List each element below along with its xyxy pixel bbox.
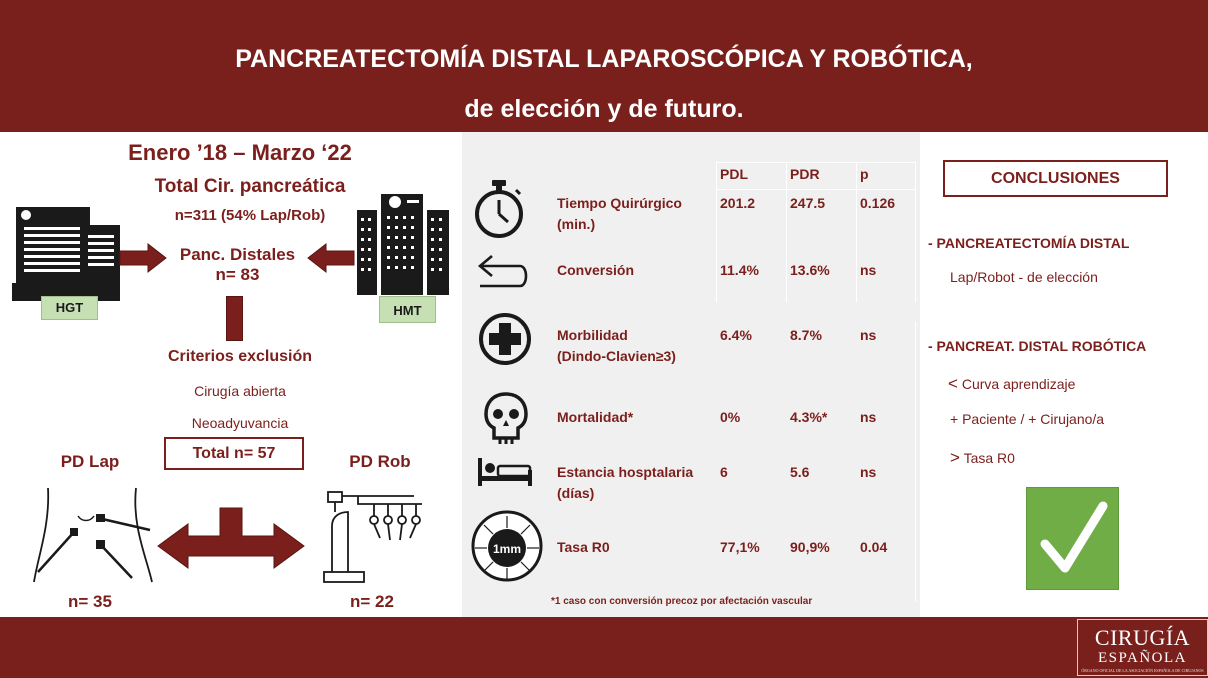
- cell-p: ns: [860, 262, 877, 278]
- table-gridline: [856, 162, 857, 302]
- cell-p: 0.04: [860, 539, 888, 555]
- stopwatch-icon: [475, 180, 523, 238]
- hospital-label-hmt: HMT: [379, 296, 436, 323]
- cell-pdl: 0%: [720, 409, 741, 425]
- medical-cross-icon: [479, 313, 531, 365]
- margin-1mm-icon: 1mm: [471, 510, 543, 582]
- exclusion-title: Criterios exclusión: [167, 348, 313, 365]
- skull-icon: [484, 392, 528, 444]
- col-header-pdl: PDL: [720, 166, 748, 182]
- final-total-box: Total n= 57: [164, 437, 304, 470]
- cell-pdr: 90,9%: [790, 539, 830, 555]
- cell-pdr: 5.6: [790, 464, 810, 480]
- row-label-r0: Tasa R0: [557, 539, 610, 555]
- conclusion-item: + Paciente / + Cirujano/a: [950, 411, 1105, 427]
- header-banner: PANCREATECTOMÍA DISTAL LAPAROSCÓPICA Y R…: [0, 0, 1208, 132]
- cell-p: ns: [860, 409, 877, 425]
- row-label-mortality: Mortalidad*: [557, 409, 634, 425]
- row-label-operative-time: Tiempo Quirúrgico (min.): [557, 195, 682, 232]
- cell-p: 0.126: [860, 195, 896, 211]
- row-label-morbidity: Morbilidad (Dindo-Clavien≥3): [557, 327, 676, 364]
- cell-pdl: 6.4%: [720, 327, 752, 343]
- journal-logo: CIRUGÍA ESPAÑOLA ÓRGANO OFICIAL DE LA AS…: [1077, 619, 1208, 676]
- title-line-1: PANCREATECTOMÍA DISTAL LAPAROSCÓPICA Y R…: [235, 45, 973, 73]
- table-gridline: [716, 162, 717, 302]
- title-line-2: de elección y de futuro.: [464, 95, 744, 123]
- lap-n: n= 35: [68, 592, 112, 611]
- checkmark-icon: [1040, 501, 1108, 573]
- row-label-conversion: Conversión: [557, 262, 635, 278]
- footer-bar: [0, 617, 1208, 678]
- cell-p: ns: [860, 464, 877, 480]
- col-header-pdr: PDR: [790, 166, 820, 182]
- hospital-label-hgt: HGT: [41, 296, 98, 320]
- footnote: *1 caso con conversión precoz por afecta…: [551, 596, 813, 607]
- hospital-building-icon: [12, 207, 120, 301]
- cell-pdr: 8.7%: [790, 327, 822, 343]
- cell-pdr: 247.5: [790, 195, 826, 211]
- exclusion-item: Cirugía abierta: [194, 383, 286, 399]
- table-gridline: [915, 322, 916, 602]
- hospital-building-icon: [357, 194, 449, 295]
- laparoscopy-illustration-icon: [33, 487, 153, 583]
- col-header-p: p: [860, 166, 869, 182]
- table-gridline: [716, 162, 916, 163]
- double-arrow-icon: [157, 507, 305, 569]
- total-surgery-label: Total Cir. pancreática: [154, 176, 346, 197]
- arrow-right-icon: [119, 242, 167, 274]
- lap-label: PD Lap: [60, 452, 120, 471]
- cell-pdl: 6: [720, 464, 728, 480]
- conclusions-title: CONCLUSIONES: [943, 160, 1168, 197]
- conclusion-item: > Tasa R0: [950, 448, 1015, 467]
- total-surgery-value: n=311 (54% Lap/Rob): [174, 207, 326, 224]
- study-period: Enero ’18 – Marzo ‘22: [128, 140, 352, 165]
- distal-value: n= 83: [215, 265, 260, 284]
- conclusion-section-title: - PANCREAT. DISTAL ROBÓTICA: [928, 338, 1147, 354]
- rob-label: PD Rob: [349, 452, 411, 471]
- surgical-robot-icon: [323, 491, 422, 583]
- arrow-left-icon: [307, 242, 355, 274]
- check-box: [1026, 487, 1119, 590]
- distal-label: Panc. Distales: [179, 245, 296, 264]
- cell-pdr: 13.6%: [790, 262, 830, 278]
- conclusion-item: Lap/Robot - de elección: [950, 269, 1098, 285]
- return-arrow-icon: [477, 255, 528, 288]
- hospital-bed-icon: [478, 458, 532, 486]
- exclusion-item: Neoadyuvancia: [191, 415, 289, 431]
- row-label-hospital-stay: Estancia hosptalaria (días): [557, 464, 694, 501]
- cell-pdr: 4.3%*: [790, 409, 828, 425]
- rob-n: n= 22: [350, 592, 394, 611]
- table-gridline: [786, 162, 787, 302]
- table-gridline: [915, 162, 916, 302]
- cell-pdl: 201.2: [720, 195, 756, 211]
- conclusion-item: < Curva aprendizaje: [948, 374, 1076, 393]
- conclusion-section-title: - PANCREATECTOMÍA DISTAL: [928, 235, 1130, 251]
- table-gridline: [716, 189, 916, 190]
- margin-1mm-text: 1mm: [493, 542, 521, 556]
- cell-pdl: 11.4%: [720, 262, 759, 278]
- cell-p: ns: [860, 327, 877, 343]
- connector-bar: [226, 296, 243, 341]
- cell-pdl: 77,1%: [720, 539, 760, 555]
